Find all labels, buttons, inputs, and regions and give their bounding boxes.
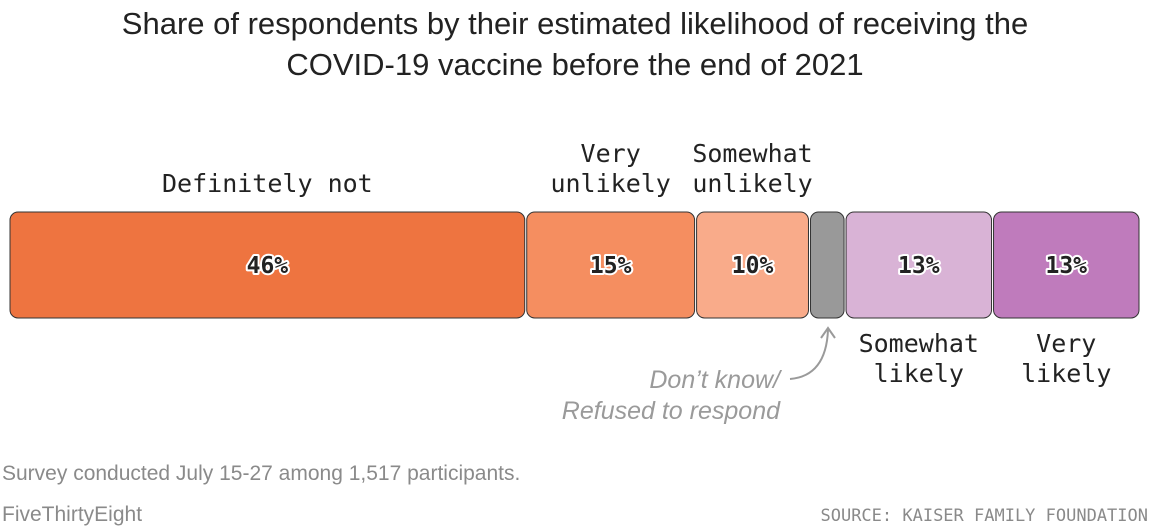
value-label-somewhat-unlikely: 10% xyxy=(732,253,774,279)
bar-group: 46% 15% 10% 13% 13% xyxy=(9,211,1140,319)
category-label-very-likely-line-2: likely xyxy=(1021,359,1111,388)
value-label-definitely-not: 46% xyxy=(247,253,289,279)
category-label-very-likely-line-1: Very xyxy=(1036,329,1096,358)
chart-title-line-2: COVID-19 vaccine before the end of 2021 xyxy=(286,47,863,82)
bar-segment-don-t-know-refused-to-respond xyxy=(809,211,845,319)
annotation-label-line-1: Don’t know/ xyxy=(649,366,783,394)
category-labels: Definitely notVeryunlikelySomewhatunlike… xyxy=(162,139,1111,388)
annotation-arrow-icon xyxy=(789,329,829,380)
bar-segment-very-unlikely xyxy=(526,211,696,319)
category-label-somewhat-unlikely-line-1: Somewhat xyxy=(692,139,812,168)
annotation-arrowhead-icon xyxy=(820,326,836,339)
category-label-very-unlikely-line-2: unlikely xyxy=(550,169,670,198)
category-label-definitely-not-line-1: Definitely not xyxy=(162,169,373,198)
chart-title-line-1: Share of respondents by their estimated … xyxy=(122,6,1028,41)
source-credit: SOURCE: KAISER FAMILY FOUNDATION xyxy=(820,506,1148,526)
category-label-somewhat-unlikely-line-2: unlikely xyxy=(692,169,812,198)
bar-segment-somewhat-likely xyxy=(845,211,993,319)
footer: Survey conducted July 15-27 among 1,517 … xyxy=(2,462,1148,526)
survey-note: Survey conducted July 15-27 among 1,517 … xyxy=(2,462,520,485)
dont-know-annotation: Don’t know/ Refused to respond xyxy=(562,326,836,425)
value-label-very-likely: 13% xyxy=(1045,253,1087,279)
category-label-somewhat-likely-line-2: likely xyxy=(874,359,964,388)
bar-segment-very-likely xyxy=(993,211,1140,319)
chart-title: Share of respondents by their estimated … xyxy=(122,6,1028,82)
category-label-somewhat-likely-line-1: Somewhat xyxy=(859,329,979,358)
bar-segment-definitely-not xyxy=(9,211,526,319)
value-label-somewhat-likely: 13% xyxy=(898,253,940,279)
annotation-label-line-2: Refused to respond xyxy=(562,397,781,425)
value-label-very-unlikely: 15% xyxy=(590,253,632,279)
category-label-very-unlikely-line-1: Very xyxy=(581,139,641,168)
bar-segment-somewhat-unlikely xyxy=(696,211,809,319)
brand-name: FiveThirtyEight xyxy=(2,503,142,526)
